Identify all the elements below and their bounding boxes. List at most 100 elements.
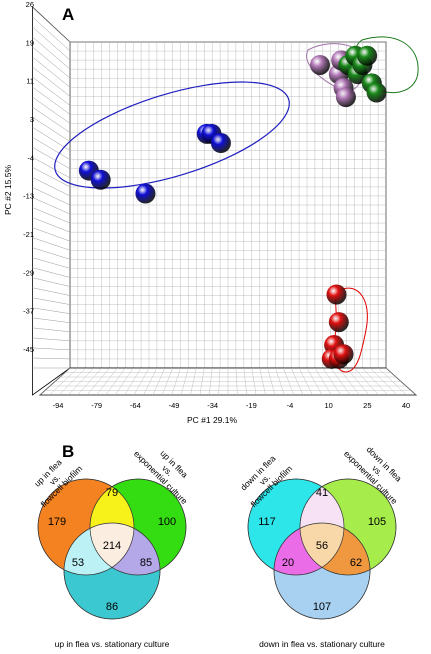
x-tick-label: -94 xyxy=(53,401,64,410)
data-point xyxy=(333,344,354,365)
venn-up-outline xyxy=(89,478,187,576)
x-tick-label: -64 xyxy=(130,401,141,410)
y-axis-label: PC #2 15.5% xyxy=(3,165,13,216)
left-wall-line xyxy=(32,56,71,88)
left-wall-line xyxy=(32,187,71,206)
left-wall-line xyxy=(32,297,71,305)
blue-cluster-ellipse xyxy=(54,81,290,189)
left-wall xyxy=(32,5,71,396)
venn-down-count: 62 xyxy=(350,557,362,569)
left-wall-line xyxy=(32,207,71,224)
left-wall-line xyxy=(32,217,71,233)
venn-up-count: 53 xyxy=(72,557,84,569)
left-wall-line xyxy=(32,227,71,242)
venn-up-count: 85 xyxy=(140,557,152,569)
left-wall-line xyxy=(32,327,71,333)
left-wall-line xyxy=(32,197,71,215)
data-point xyxy=(210,133,231,154)
venn-up-outline xyxy=(37,478,135,576)
x-tick-label: 40 xyxy=(402,401,410,410)
y-tick-label: -4 xyxy=(27,153,34,162)
venn-down-count: 107 xyxy=(313,601,331,613)
panel-b-label: B xyxy=(62,442,74,461)
left-wall-line xyxy=(32,287,71,296)
data-point xyxy=(366,82,387,103)
left-wall-line xyxy=(32,6,71,43)
x-axis-label: PC #1 29.1% xyxy=(187,415,238,425)
venn-up-outline xyxy=(63,522,161,620)
left-wall-line xyxy=(32,317,71,323)
venn-down-label-c: down in flea vs. stationary culture xyxy=(259,639,385,649)
left-wall-line xyxy=(32,76,71,106)
left-wall-line xyxy=(32,36,71,70)
venn-up-count: 79 xyxy=(106,487,118,499)
left-wall-line xyxy=(32,117,71,142)
venn-down-count: 56 xyxy=(316,540,328,552)
venn-down-count: 117 xyxy=(258,516,276,528)
data-point xyxy=(135,183,156,204)
left-wall-line xyxy=(32,267,71,278)
y-tick-label: -29 xyxy=(23,268,34,277)
left-wall-line xyxy=(32,347,71,351)
x-tick-labels: -94 -79 -64 -49 -34 -19 -4 10 25 40 xyxy=(53,401,411,410)
left-wall-line xyxy=(32,357,71,360)
left-wall-line xyxy=(32,16,71,52)
venn-up-count: 100 xyxy=(158,516,176,528)
y-tick-label: 26 xyxy=(26,0,34,9)
y-tick-labels: 26 19 11 3 -4 -13 -21 -29 -37 -45 xyxy=(23,0,34,354)
left-wall-line xyxy=(32,177,71,197)
venn-down-outline xyxy=(273,522,371,620)
data-point xyxy=(328,312,349,333)
left-wall-line xyxy=(32,26,71,61)
x-tick-label: -4 xyxy=(287,401,294,410)
venn-down-outline xyxy=(299,478,397,576)
panel-a-pca-plot: A -94 -79 -64 -49 -34 -19 -4 10 25 40 26 19 11 3 -4 -1… xyxy=(3,0,419,425)
y-tick-label: -21 xyxy=(23,230,34,239)
left-wall-line xyxy=(32,167,71,188)
left-wall-line xyxy=(32,137,71,160)
x-tick-label: -79 xyxy=(91,401,102,410)
left-wall-line xyxy=(32,257,71,269)
venn-up-count: 179 xyxy=(48,516,66,528)
left-wall-line xyxy=(32,247,71,260)
left-wall-line xyxy=(32,277,71,287)
y-tick-label: 19 xyxy=(26,38,34,47)
venn-up-label-c: up in flea vs. stationary culture xyxy=(55,639,170,649)
x-tick-label: -34 xyxy=(207,401,218,410)
left-wall-line xyxy=(32,147,71,169)
data-point xyxy=(335,87,356,108)
data-point xyxy=(90,169,111,190)
y-tick-label: -37 xyxy=(23,307,34,316)
x-tick-label: 10 xyxy=(324,401,332,410)
data-point xyxy=(309,54,330,75)
y-tick-label: -13 xyxy=(23,192,34,201)
venn-down-count: 105 xyxy=(368,516,386,528)
left-wall-line xyxy=(32,157,71,179)
venn-up-count: 214 xyxy=(103,540,121,552)
x-tick-label: -19 xyxy=(246,401,257,410)
venn-down-count: 41 xyxy=(316,487,328,499)
plot-floor xyxy=(38,367,418,396)
venn-down-count: 20 xyxy=(282,557,294,569)
left-wall-line xyxy=(32,106,71,133)
panel-a-label: A xyxy=(62,5,74,24)
left-wall-line xyxy=(32,46,71,79)
x-tick-label: -49 xyxy=(169,401,180,410)
left-wall-line xyxy=(32,307,71,314)
venn-up-count: 86 xyxy=(106,601,118,613)
y-tick-label: 11 xyxy=(26,77,34,86)
y-tick-label: 3 xyxy=(30,115,34,124)
data-point xyxy=(326,284,347,305)
data-points xyxy=(78,45,387,369)
left-wall-line xyxy=(32,86,71,115)
x-tick-label: 25 xyxy=(363,401,371,410)
venn-down-outline xyxy=(247,478,345,576)
y-tick-label: -45 xyxy=(23,345,34,354)
left-wall-line xyxy=(32,66,71,97)
left-wall-line xyxy=(32,96,71,124)
left-wall-line xyxy=(32,337,71,342)
